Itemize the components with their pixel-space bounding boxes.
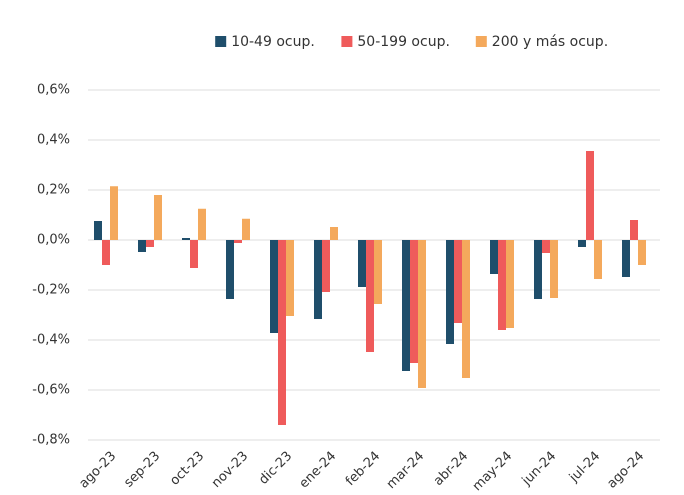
bar <box>286 240 294 316</box>
legend-swatch <box>341 36 353 47</box>
bar <box>330 227 338 240</box>
x-tick-label: feb-24 <box>343 449 383 489</box>
bar <box>110 186 118 240</box>
bar <box>446 240 454 344</box>
bar <box>490 240 498 274</box>
bar <box>182 238 190 240</box>
bar <box>542 240 550 253</box>
bar <box>454 240 462 323</box>
bar <box>198 208 206 240</box>
x-tick-label: ene-24 <box>297 449 340 492</box>
bar <box>234 240 242 243</box>
bar <box>462 240 470 378</box>
bar <box>550 240 558 298</box>
legend-swatch <box>475 36 487 47</box>
bar <box>102 240 110 265</box>
y-tick-label: 0,4% <box>37 133 70 148</box>
bar <box>594 240 602 279</box>
legend: 10-49 ocup. 50-199 ocup. 200 y más ocup. <box>215 34 608 50</box>
bar <box>630 220 638 240</box>
bar <box>506 240 514 328</box>
bar <box>418 240 426 388</box>
bar <box>146 240 154 247</box>
bar <box>154 195 162 240</box>
x-tick-label: dic-23 <box>256 449 295 488</box>
bar <box>402 240 410 371</box>
bar <box>366 240 374 352</box>
y-tick-label: 0,0% <box>37 233 70 248</box>
bar <box>322 240 330 292</box>
bar <box>278 240 286 425</box>
x-tick-label: nov-23 <box>209 449 251 491</box>
x-tick-label: ago-24 <box>604 449 647 492</box>
x-tick-label: ago-23 <box>76 449 119 492</box>
x-tick-label: sep-23 <box>121 449 163 491</box>
x-tick-label: jul-24 <box>566 449 603 486</box>
legend-label: 50-199 ocup. <box>357 34 450 50</box>
legend-label: 10-49 ocup. <box>231 34 315 50</box>
bar <box>498 240 506 330</box>
x-tick-label: jun-24 <box>519 449 560 490</box>
y-tick-label: 0,2% <box>37 183 70 198</box>
y-tick-label: -0,8% <box>32 433 70 448</box>
bar <box>138 240 146 252</box>
bar <box>586 151 594 240</box>
bar <box>314 240 322 319</box>
x-tick-label: oct-23 <box>167 449 207 489</box>
bar <box>358 240 366 287</box>
bar <box>190 240 198 268</box>
bar <box>638 240 646 265</box>
legend-label: 200 y más ocup. <box>492 34 608 50</box>
bar <box>270 240 278 333</box>
y-tick-label: -0,4% <box>32 333 70 348</box>
y-tick-label: -0,6% <box>32 383 70 398</box>
y-tick-label: -0,2% <box>32 283 70 298</box>
legend-swatch <box>215 36 227 47</box>
x-tick-label: abr-24 <box>431 449 471 489</box>
bar <box>622 240 630 277</box>
x-tick-label: mar-24 <box>384 449 427 492</box>
bar <box>410 240 418 363</box>
bar <box>578 240 586 247</box>
bar <box>534 240 542 299</box>
bar <box>226 240 234 299</box>
x-tick-label: may-24 <box>470 449 515 494</box>
bar <box>94 221 102 240</box>
y-tick-label: 0,6% <box>37 83 70 98</box>
bar <box>374 240 382 304</box>
bar <box>242 218 250 240</box>
